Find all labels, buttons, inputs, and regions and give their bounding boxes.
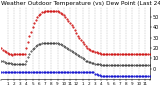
Title: Milwaukee Weather Outdoor Temperature (vs) Dew Point (Last 24 Hours): Milwaukee Weather Outdoor Temperature (v… xyxy=(0,1,160,6)
